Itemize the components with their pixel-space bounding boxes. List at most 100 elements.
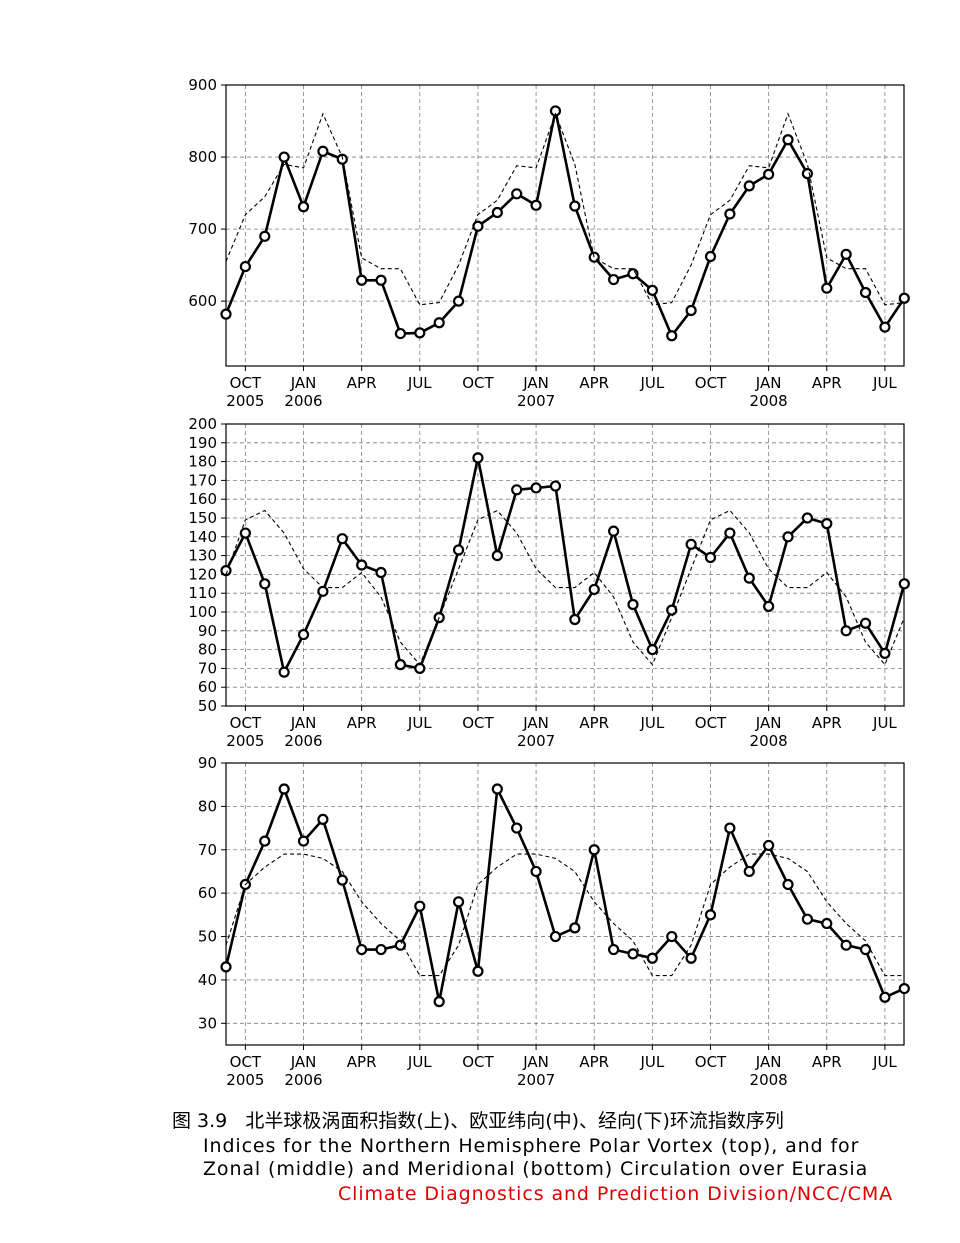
x-tick-label: OCT — [462, 374, 494, 392]
data-point-marker — [743, 865, 755, 878]
data-point-marker — [549, 480, 562, 492]
y-tick-label: 700 — [188, 220, 217, 238]
data-point-marker — [685, 538, 697, 550]
x-year-label: 2007 — [517, 392, 555, 410]
data-point-marker — [821, 518, 833, 530]
data-point-marker — [840, 248, 852, 260]
x-tick-label: JUL — [407, 714, 432, 732]
data-point-marker — [743, 180, 755, 192]
data-point-marker — [278, 151, 290, 163]
data-point-marker — [239, 527, 251, 539]
data-point-marker — [356, 943, 368, 956]
x-tick-label: JAN — [522, 714, 549, 732]
data-point-marker — [763, 600, 775, 612]
data-point-marker — [607, 943, 620, 956]
x-tick-label: OCT — [695, 714, 727, 732]
x-year-label: 2006 — [284, 1071, 322, 1089]
data-point-marker — [840, 939, 852, 951]
x-tick-label: APR — [347, 714, 377, 732]
data-point-marker — [588, 583, 600, 596]
y-tick-label: 80 — [198, 641, 217, 659]
data-point-marker — [859, 286, 872, 299]
data-point-marker — [724, 208, 736, 220]
reference-series-line — [225, 853, 905, 977]
data-point-marker — [530, 199, 542, 211]
data-point-marker — [879, 991, 891, 1003]
x-tick-label: OCT — [230, 714, 262, 732]
data-point-marker — [375, 274, 387, 286]
data-point-marker — [549, 930, 562, 943]
y-tick-label: 30 — [198, 1014, 217, 1032]
data-point-marker — [859, 943, 872, 956]
data-point-marker — [859, 617, 872, 629]
x-tick-label: JUL — [639, 1053, 664, 1071]
data-point-marker — [607, 273, 620, 286]
x-year-label: 2005 — [226, 1071, 264, 1089]
data-point-marker — [472, 220, 484, 232]
data-point-marker — [607, 525, 620, 537]
data-point-marker — [627, 948, 639, 960]
y-tick-label: 600 — [188, 292, 217, 310]
data-point-marker — [782, 531, 794, 543]
y-tick-label: 40 — [198, 971, 217, 989]
y-tick-label: 140 — [188, 528, 217, 546]
figure-caption-chinese: 图 3.9 北半球极涡面积指数(上)、欧亚纬向(中)、经向(下)环流指数序列 — [172, 1110, 784, 1132]
data-point-marker — [452, 295, 465, 307]
data-point-marker — [782, 134, 794, 146]
x-tick-label: APR — [812, 714, 842, 732]
x-tick-label: OCT — [230, 374, 262, 392]
plot-frame — [225, 423, 905, 707]
x-tick-label: OCT — [695, 1053, 727, 1071]
data-point-marker — [511, 484, 523, 496]
x-tick-label: JAN — [755, 714, 782, 732]
data-point-marker — [317, 145, 329, 157]
x-tick-label: APR — [347, 1053, 377, 1071]
data-point-marker — [646, 952, 658, 964]
data-point-marker — [898, 292, 910, 304]
data-point-marker — [491, 783, 503, 795]
data-point-marker — [763, 839, 775, 852]
data-point-marker — [724, 822, 736, 834]
y-tick-label: 150 — [188, 509, 217, 527]
y-tick-label: 60 — [198, 678, 217, 696]
data-point-marker — [433, 317, 445, 329]
data-point-marker — [317, 813, 329, 826]
data-point-marker — [452, 896, 465, 908]
x-tick-label: OCT — [462, 714, 494, 732]
data-point-marker — [259, 578, 271, 590]
data-point-marker — [685, 952, 697, 964]
data-point-marker — [356, 274, 368, 286]
y-tick-label: 100 — [188, 603, 217, 621]
x-tick-label: OCT — [230, 1053, 262, 1071]
x-year-label: 2007 — [517, 1071, 555, 1089]
data-point-marker — [569, 200, 581, 212]
data-point-marker — [220, 565, 232, 577]
y-tick-label: 900 — [188, 76, 217, 94]
data-point-marker — [646, 643, 658, 656]
data-point-marker — [666, 330, 678, 342]
data-point-marker — [646, 284, 658, 296]
observed-series-line — [224, 784, 905, 1002]
x-tick-label: JUL — [407, 1053, 432, 1071]
y-tick-label: 70 — [198, 841, 217, 859]
x-tick-label: JUL — [639, 374, 664, 392]
data-point-marker — [685, 304, 697, 317]
x-year-label: 2008 — [750, 392, 788, 410]
plot-frame — [225, 84, 905, 367]
data-point-marker — [297, 835, 310, 847]
x-tick-label: JAN — [290, 714, 317, 732]
x-year-label: 2008 — [750, 1071, 788, 1089]
data-point-marker — [588, 251, 600, 263]
x-tick-label: APR — [579, 1053, 609, 1071]
x-tick-label: OCT — [462, 1053, 494, 1071]
data-point-marker — [627, 268, 639, 280]
x-tick-label: APR — [579, 374, 609, 392]
x-year-label: 2007 — [517, 732, 555, 750]
data-point-marker — [898, 982, 910, 995]
y-tick-label: 110 — [188, 584, 217, 602]
x-tick-label: JAN — [290, 1053, 317, 1071]
x-tick-label: JAN — [755, 1053, 782, 1071]
data-point-marker — [724, 527, 736, 539]
